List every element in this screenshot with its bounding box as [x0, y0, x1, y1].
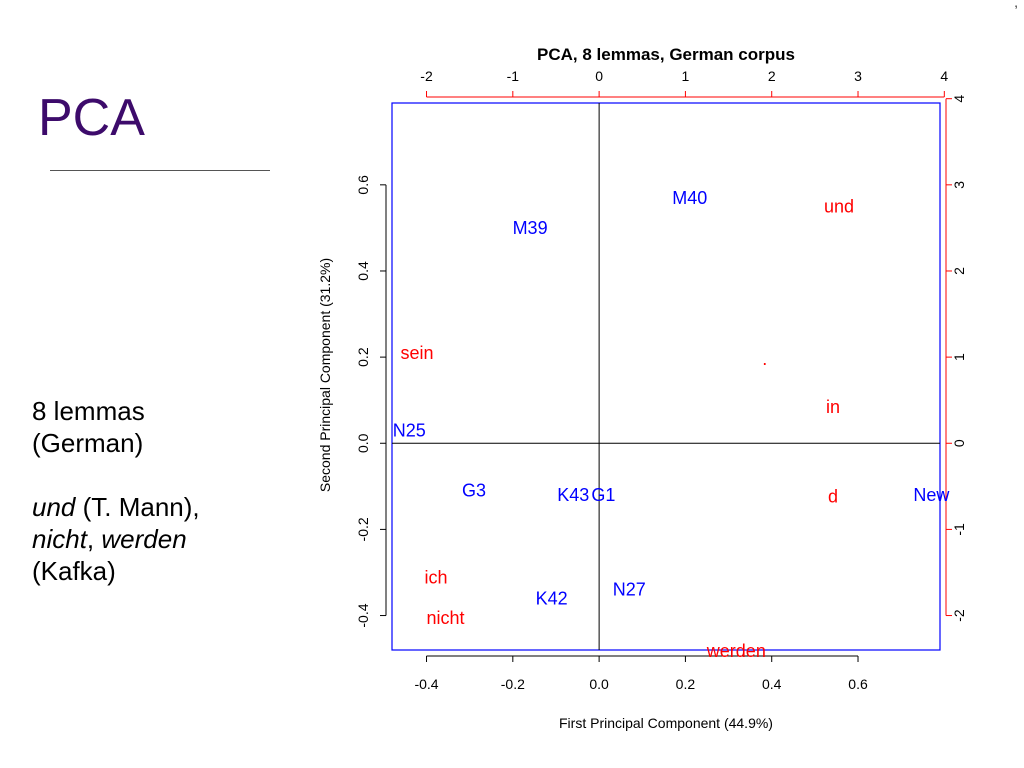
- notes-line-2: (German): [32, 428, 144, 458]
- y-tick-label: -0.2: [355, 517, 371, 541]
- y-tick-label: 0.6: [355, 175, 371, 195]
- y-tick-label: -0.4: [355, 603, 371, 627]
- x-tick-label: 0.4: [762, 676, 782, 692]
- right-tick-label: 0: [951, 439, 967, 447]
- notes-und: und: [32, 492, 76, 522]
- x-tick-label: -0.4: [414, 676, 438, 692]
- sample-label: G3: [462, 481, 486, 501]
- x-tick-label: 0.2: [676, 676, 696, 692]
- x-axis-label: First Principal Component (44.9%): [559, 715, 773, 731]
- lemma-label: sein: [401, 343, 434, 363]
- x-tick-label: 0.0: [589, 676, 609, 692]
- title-divider: [50, 170, 270, 171]
- slide-title: PCA: [38, 89, 145, 147]
- x-tick-label: 0.6: [848, 676, 868, 692]
- top-tick-label: 1: [682, 68, 690, 84]
- notes-werden: werden: [101, 524, 187, 554]
- y-tick-label: 0.2: [355, 347, 371, 367]
- chart-title: PCA, 8 lemmas, German corpus: [537, 45, 795, 64]
- slide-notes: 8 lemmas (German) und (T. Mann), nicht, …: [32, 395, 200, 587]
- top-tick-label: -1: [507, 68, 520, 84]
- lemma-label: nicht: [426, 608, 464, 628]
- top-tick-label: 0: [595, 68, 603, 84]
- right-tick-label: 3: [951, 181, 967, 189]
- right-tick-label: 1: [951, 353, 967, 361]
- sample-label: New: [913, 485, 950, 505]
- sample-label: K42: [536, 588, 568, 608]
- y-tick-label: 0.4: [355, 261, 371, 281]
- sample-label: G1: [591, 485, 615, 505]
- y-axis-label: Second Principal Component (31.2%): [317, 258, 333, 492]
- right-tick-label: 4: [951, 95, 967, 103]
- notes-comma: ,: [86, 524, 102, 554]
- lemma-label: ich: [425, 568, 448, 588]
- y-tick-label: 0.0: [355, 433, 371, 453]
- sample-label: N25: [393, 420, 426, 440]
- plot-layer: -0.4 -0.2 0.0 0.2 0.4 0.6-0.4-0.20.00.20.40.6…: [355, 68, 967, 692]
- corner-mark: ,: [1014, 0, 1018, 10]
- sample-label: M40: [672, 188, 707, 208]
- lemma-label: werden: [706, 641, 766, 661]
- notes-und-rest: (T. Mann),: [75, 492, 200, 522]
- x-tick-label: -0.2: [501, 676, 525, 692]
- sample-label: N27: [613, 580, 646, 600]
- plot-frame: [391, 102, 941, 651]
- top-tick-label: -2: [420, 68, 433, 84]
- right-tick-label: -1: [951, 523, 967, 536]
- notes-line-und: und (T. Mann),: [32, 491, 200, 523]
- lemma-label: in: [826, 397, 840, 417]
- right-tick-label: -2: [951, 609, 967, 622]
- top-tick-label: 3: [854, 68, 862, 84]
- notes-nicht: nicht: [32, 524, 87, 554]
- notes-line-nicht-werden: nicht, werden: [32, 523, 200, 555]
- lemma-label: und: [824, 196, 854, 216]
- top-tick-label: 2: [768, 68, 776, 84]
- notes-line-1: 8 lemmas: [32, 396, 145, 426]
- sample-label: M39: [513, 218, 548, 238]
- right-tick-label: 2: [951, 267, 967, 275]
- top-tick-label: 4: [940, 68, 948, 84]
- lemma-label: .: [762, 349, 767, 369]
- sample-label: K43: [557, 485, 589, 505]
- notes-line-kafka: (Kafka): [32, 556, 116, 586]
- lemma-label: d: [828, 487, 838, 507]
